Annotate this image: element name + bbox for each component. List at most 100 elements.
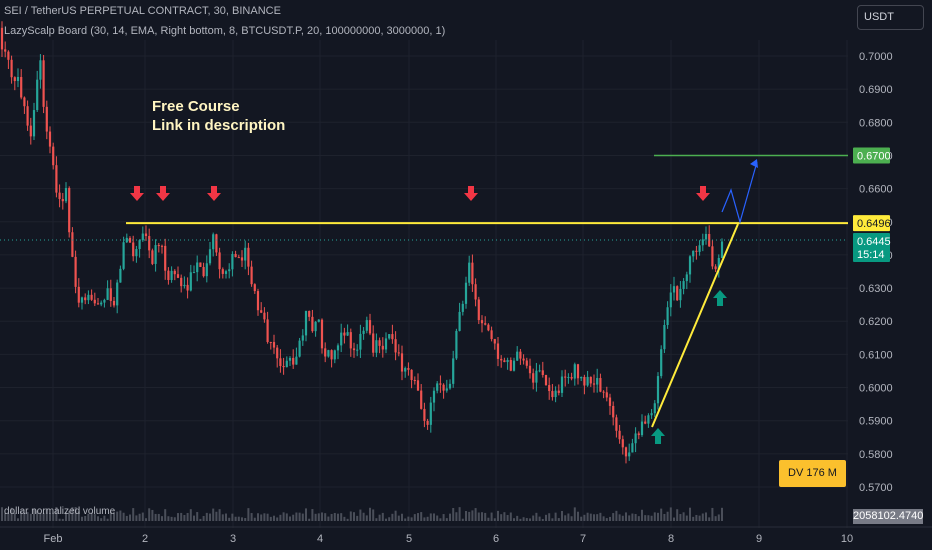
volume-bar (113, 512, 115, 521)
volume-bar (519, 518, 522, 521)
volume-bar (289, 516, 291, 521)
volume-bar (173, 517, 176, 521)
volume-bar (634, 513, 637, 521)
candle-body (512, 360, 516, 371)
candle-body (436, 383, 439, 391)
price-tick-label: 0.6200 (859, 316, 893, 328)
candle-body (122, 242, 125, 269)
volume-bar (685, 515, 688, 521)
down-arrow-marker (696, 186, 710, 201)
volume-bar (193, 515, 195, 521)
volume-bar (548, 513, 551, 521)
volume-bar (301, 513, 304, 521)
volume-bar (186, 512, 189, 521)
candle-body (567, 377, 570, 379)
candle-body (596, 378, 599, 385)
candle-body (7, 51, 10, 60)
volume-bar (218, 509, 221, 521)
candle-body (221, 269, 224, 274)
promo-line-2: Link in description (152, 117, 286, 134)
volume-bar (314, 513, 317, 521)
volume-bar (311, 509, 314, 521)
price-tick-label: 0.6300 (859, 283, 893, 295)
candle-body (551, 391, 554, 398)
candle-body (628, 452, 631, 457)
candle-body (455, 330, 458, 359)
candle-body (167, 270, 170, 281)
volume-bar (612, 513, 615, 521)
volume-bar (263, 513, 266, 521)
volume-bar (493, 518, 496, 521)
candle-body (548, 385, 551, 392)
volume-bar (621, 515, 624, 521)
volume-bar (157, 513, 160, 521)
volume-bar (295, 512, 298, 521)
candle-body (231, 254, 234, 270)
up-arrow-marker (713, 290, 727, 306)
volume-bar (189, 509, 192, 521)
volume-bar (215, 511, 218, 521)
volume-bar (154, 513, 157, 521)
volume-bar (397, 515, 400, 521)
volume-bar (404, 518, 407, 521)
volume-bar (257, 513, 259, 521)
candle-body (359, 333, 362, 350)
candle-body (372, 333, 375, 353)
candle-body (544, 375, 548, 386)
candle-body (663, 325, 666, 350)
volume-bar (183, 515, 186, 521)
candle-body (685, 274, 688, 282)
volume-bar (161, 516, 163, 521)
candle-body (695, 250, 698, 252)
candle-body (612, 405, 615, 418)
volume-bar (49, 512, 51, 521)
candle-body (148, 236, 151, 251)
time-tick-label: 5 (406, 533, 412, 545)
volume-bar (570, 516, 573, 521)
candle-body (52, 146, 55, 166)
candle-body (314, 321, 317, 332)
volume-bar (442, 514, 445, 521)
candle-body (416, 380, 420, 391)
volume-bar (381, 512, 384, 521)
candle-body (442, 384, 445, 391)
candle-body (285, 360, 288, 368)
volume-bar (58, 518, 61, 521)
volume-bar (605, 518, 608, 521)
volume-bar (61, 518, 64, 521)
volume-bar (503, 512, 506, 521)
candle-body (688, 256, 692, 275)
candle-body (36, 79, 39, 111)
candle-body (55, 165, 58, 193)
candle-body (61, 199, 64, 202)
candle-body (151, 250, 154, 264)
candle-body (474, 284, 477, 300)
candle-body (109, 288, 112, 301)
volume-bar (596, 514, 599, 521)
time-tick-label: 2 (142, 533, 148, 545)
volume-bar (305, 508, 307, 521)
candle-body (192, 272, 196, 274)
candle-body (119, 268, 122, 283)
currency-button[interactable]: USDT (857, 5, 924, 30)
candle-body (330, 350, 333, 360)
candle-body (583, 376, 586, 386)
volume-bar (458, 507, 461, 521)
volume-bar (433, 513, 435, 521)
volume-bar (52, 512, 55, 521)
candle-body (100, 302, 103, 305)
indicator-label[interactable]: LazyScalp Board (30, 14, EMA, Right bott… (4, 25, 446, 37)
projection-arrowhead (750, 159, 758, 168)
candle-body (356, 349, 359, 351)
candle-body (557, 390, 560, 393)
volume-bar (244, 517, 247, 521)
candle-body (592, 383, 596, 385)
candle-body (58, 192, 61, 200)
candles (0, 21, 724, 464)
time-tick-label: 4 (317, 533, 323, 545)
volume-bar (285, 513, 288, 521)
price-tick-label: 0.6800 (859, 117, 893, 129)
time-tick-label: 9 (756, 533, 762, 545)
candle-body (48, 131, 52, 147)
